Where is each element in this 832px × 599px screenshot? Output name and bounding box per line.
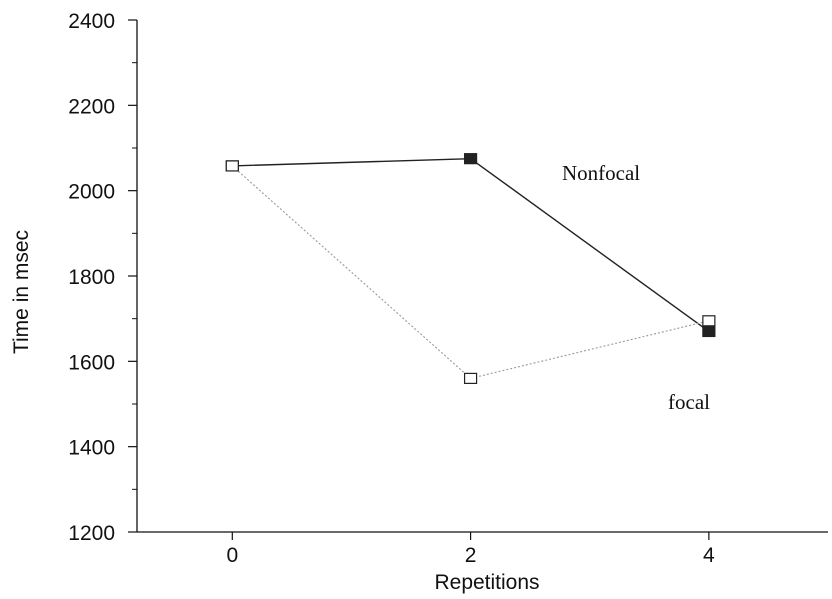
series-label-focal: focal xyxy=(668,390,710,414)
y-tick-label: 2400 xyxy=(68,10,115,33)
data-point-focal xyxy=(225,160,239,172)
y-tick-label: 1800 xyxy=(68,266,115,289)
y-tick-label: 1600 xyxy=(68,351,115,374)
x-tick-label: 0 xyxy=(226,544,238,567)
x-axis-title: Repetitions xyxy=(434,571,539,594)
x-tick-label: 4 xyxy=(703,544,715,567)
data-point-nonfocal xyxy=(463,153,478,165)
y-tick-label: 1400 xyxy=(68,437,115,460)
data-point-focal xyxy=(463,372,478,384)
x-ticks: 0 2 4 xyxy=(226,532,715,567)
series-layer xyxy=(225,153,716,384)
series-line-focal xyxy=(231,165,709,380)
data-point-nonfocal xyxy=(702,325,716,338)
y-tick-label: 2200 xyxy=(68,95,115,118)
x-tick-label: 2 xyxy=(465,544,477,567)
y-axis-title: Time in msec xyxy=(10,230,33,354)
series-label-nonfocal: Nonfocal xyxy=(562,161,640,185)
y-tick-label: 1200 xyxy=(68,522,115,545)
y-tick-label: 2000 xyxy=(68,181,115,204)
y-ticks: 1200 1400 1600 1800 2000 2200 2400 xyxy=(68,10,137,545)
data-point-focal xyxy=(702,315,716,327)
axes xyxy=(136,20,828,533)
